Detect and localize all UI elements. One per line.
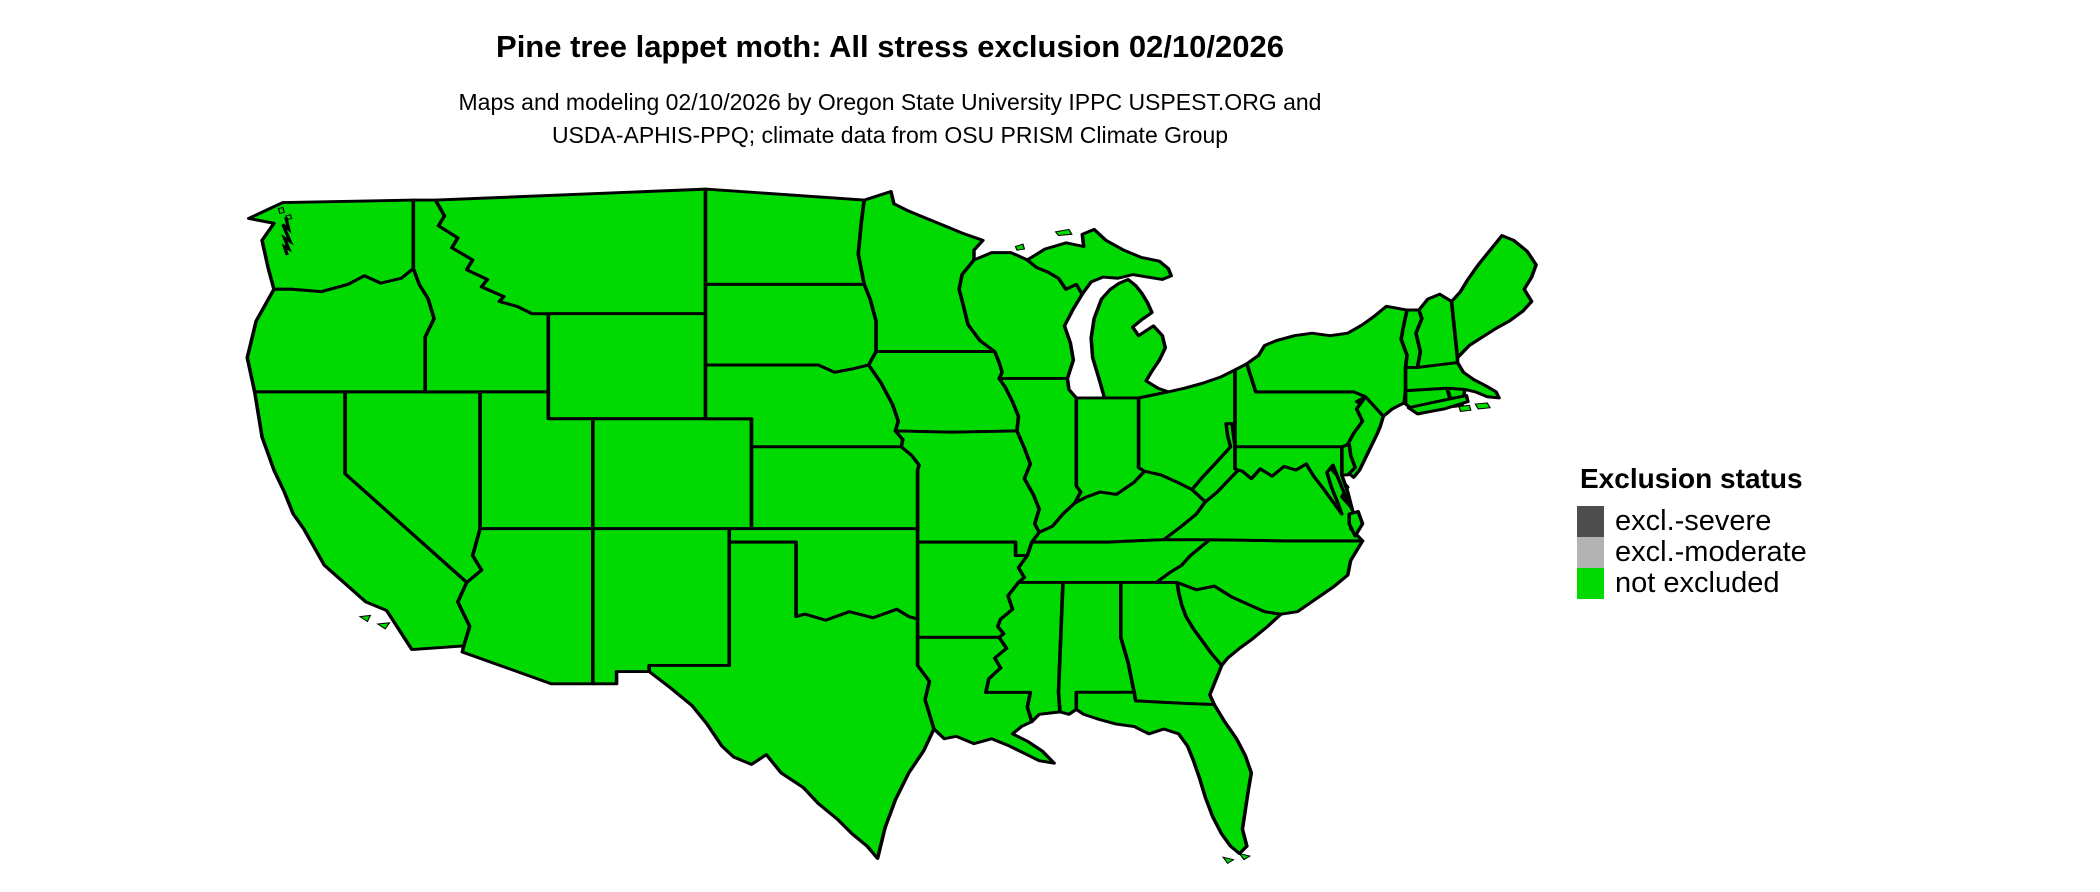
state-shape-michigan-upper-peninsula xyxy=(1025,227,1174,296)
island-speck-4 xyxy=(1054,228,1073,237)
state-shape-north-dakota xyxy=(703,187,867,286)
legend-row-severe: excl.-severe xyxy=(1577,505,1807,537)
island-speck-0 xyxy=(277,206,286,215)
legend-label-moderate: excl.-moderate xyxy=(1615,536,1807,568)
legend-row-moderate: excl.-moderate xyxy=(1577,536,1807,568)
island-speck-2 xyxy=(358,614,372,623)
moderate-swatch xyxy=(1577,537,1604,568)
puget-sound-inlet xyxy=(281,216,294,256)
legend-title: Exclusion status xyxy=(1580,463,1803,494)
island-speck-8 xyxy=(1474,402,1492,410)
subtitle-line-1: Maps and modeling 02/10/2026 by Oregon S… xyxy=(458,89,1322,115)
legend-label-not-excluded: not excluded xyxy=(1615,567,1780,599)
state-shape-long-island xyxy=(1406,394,1470,416)
subtitle-line-2: USDA-APHIS-PPQ; climate data from OSU PR… xyxy=(551,122,1229,148)
state-shape-south-dakota xyxy=(703,282,878,374)
legend-label-severe: excl.-severe xyxy=(1615,505,1772,537)
state-shape-north-carolina xyxy=(1154,538,1365,616)
state-shape-massachusetts xyxy=(1403,361,1501,400)
state-shape-new-mexico xyxy=(591,527,732,686)
state-shape-maine xyxy=(1449,234,1538,360)
island-speck-5 xyxy=(1014,243,1026,251)
state-shape-new-hampshire xyxy=(1414,292,1460,369)
state-shape-wyoming xyxy=(546,312,708,421)
state-shape-delmarva-tip xyxy=(1347,510,1365,538)
state-shape-mississippi xyxy=(984,580,1065,724)
figure-subtitle: Maps and modeling 02/10/2026 by Oregon S… xyxy=(240,86,1540,152)
not-excluded-swatch xyxy=(1577,568,1604,599)
page-title: Pine tree lappet moth: All stress exclus… xyxy=(496,29,1284,64)
state-shape-arizona xyxy=(456,527,595,686)
island-speck-3 xyxy=(376,622,391,630)
legend-row-not-excluded: not excluded xyxy=(1577,567,1807,599)
state-shape-florida xyxy=(1074,690,1254,856)
state-shape-texas xyxy=(647,540,936,860)
island-speck-9 xyxy=(1458,404,1472,412)
figure-header: Pine tree lappet moth: All stress exclus… xyxy=(240,0,1540,152)
state-shape-kansas xyxy=(749,445,921,531)
state-shape-michigan xyxy=(1089,278,1171,400)
island-speck-7 xyxy=(1238,852,1252,861)
state-shape-maryland xyxy=(1233,445,1354,516)
state-shape-missouri xyxy=(893,429,1042,558)
state-shape-washington xyxy=(246,198,416,294)
island-speck-6 xyxy=(1221,856,1235,865)
state-shape-colorado xyxy=(591,417,754,531)
legend: Exclusion status excl.-severe excl.-mode… xyxy=(1577,464,1807,599)
us-states-map xyxy=(245,187,1538,865)
severe-swatch xyxy=(1577,506,1604,537)
